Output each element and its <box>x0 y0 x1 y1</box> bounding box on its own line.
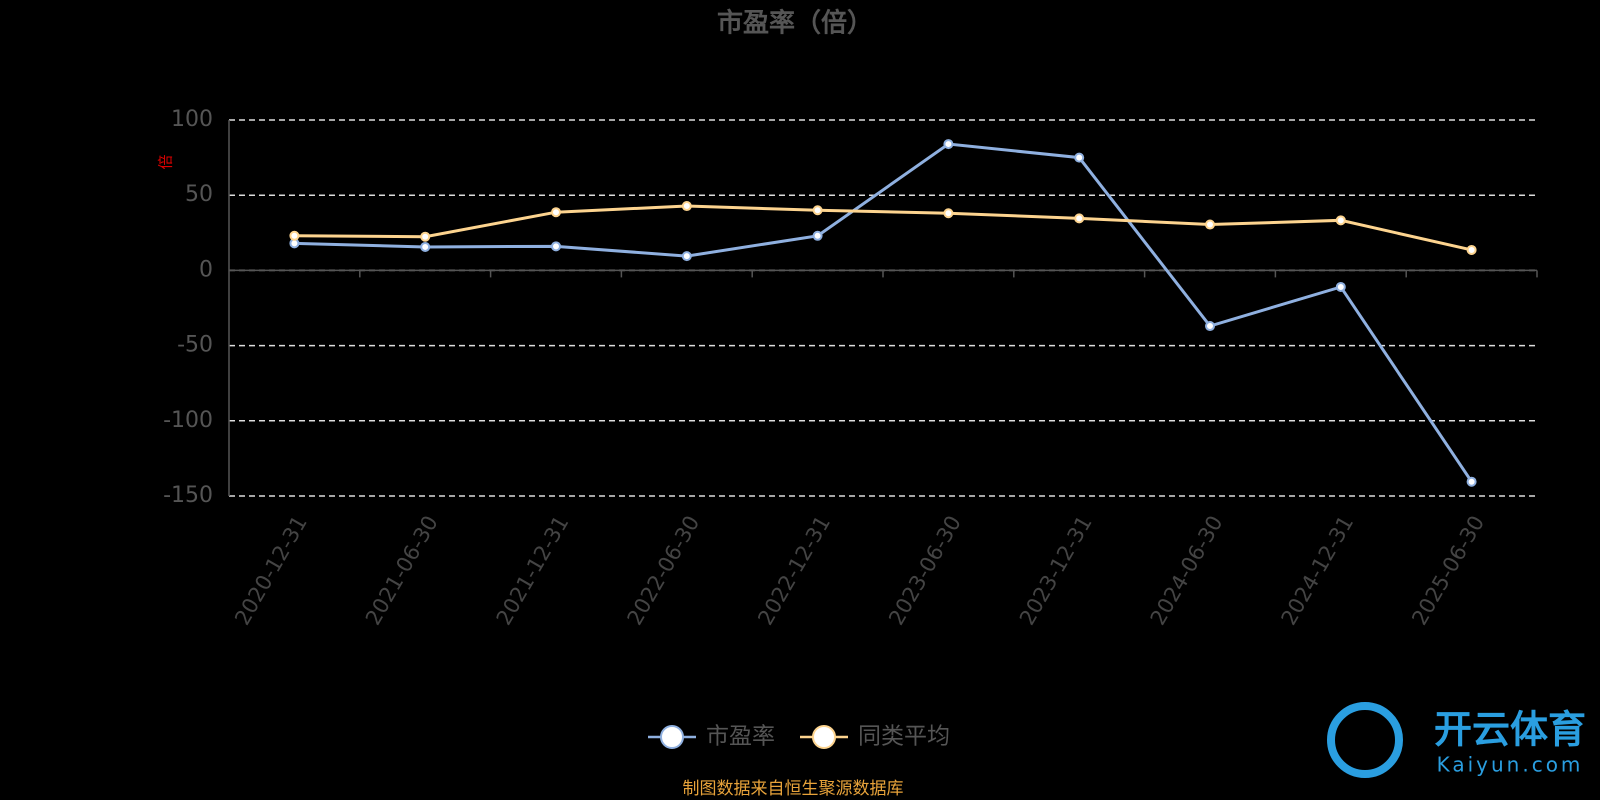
point <box>1205 321 1215 332</box>
point <box>812 230 823 241</box>
point <box>943 139 954 150</box>
y-tick-label: 0 <box>199 257 213 282</box>
legend-marker <box>660 725 684 749</box>
point <box>1466 244 1477 255</box>
point <box>1074 213 1085 224</box>
y-tick-label: -50 <box>177 333 213 358</box>
point <box>420 231 431 242</box>
point <box>943 208 954 219</box>
legend-label: 市盈率 <box>706 724 775 750</box>
watermark-logo <box>1327 702 1403 778</box>
legend-label: 同类平均 <box>858 724 950 750</box>
point <box>551 241 561 252</box>
watermark-brand: 开云体育 <box>1434 708 1586 752</box>
series-line <box>294 204 1472 252</box>
watermark-site: Kaiyun.com <box>1437 753 1584 777</box>
point <box>1466 476 1477 487</box>
y-tick-label: 50 <box>185 182 213 207</box>
point <box>681 201 692 212</box>
legend-marker <box>812 725 836 749</box>
series-line <box>294 142 1473 483</box>
y-axis-label: 倍 <box>157 154 175 169</box>
chart-title: 市盈率（倍） <box>717 8 873 39</box>
point <box>812 205 823 216</box>
point <box>681 251 692 262</box>
y-tick-label: 100 <box>171 107 213 132</box>
source-note: 制图数据来自恒生聚源数据库 <box>683 779 904 799</box>
point <box>289 230 300 241</box>
y-tick-label: -150 <box>163 483 213 508</box>
point <box>1335 281 1346 292</box>
y-tick-label: -100 <box>163 408 213 433</box>
point <box>1205 219 1215 230</box>
point <box>420 241 431 252</box>
point <box>551 207 561 218</box>
point <box>1074 152 1085 163</box>
point <box>1335 215 1346 226</box>
